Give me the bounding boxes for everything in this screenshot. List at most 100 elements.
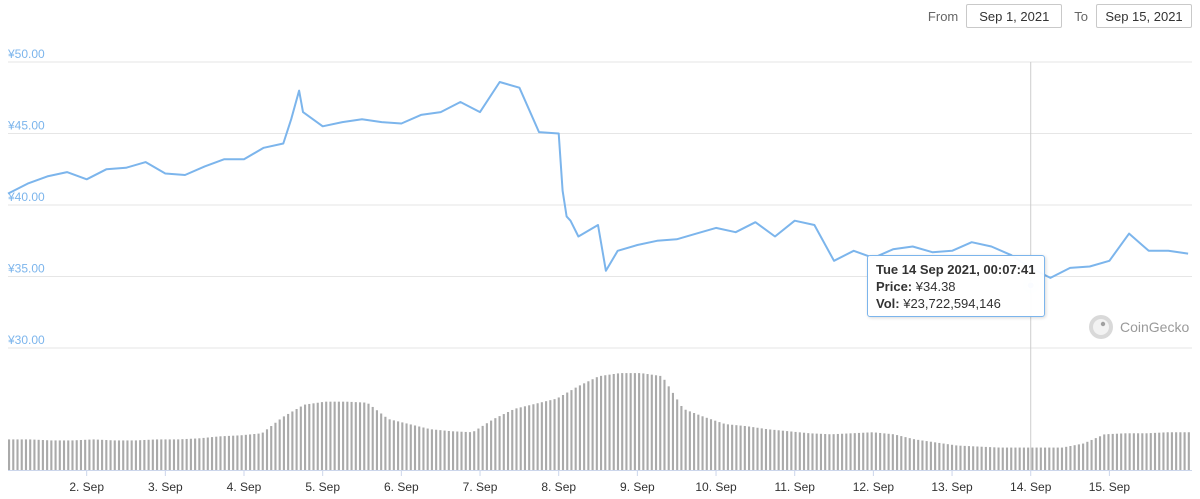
tooltip-vol-label: Vol: bbox=[876, 296, 900, 311]
volume-bar bbox=[181, 439, 184, 470]
tooltip-price-label: Price: bbox=[876, 279, 913, 294]
volume-bar bbox=[1027, 447, 1030, 470]
volume-bar bbox=[942, 443, 945, 470]
volume-bar bbox=[101, 439, 104, 470]
volume-bar bbox=[1141, 433, 1144, 470]
volume-bar bbox=[671, 392, 674, 470]
tooltip-vol-value: ¥23,722,594,146 bbox=[903, 296, 1001, 311]
volume-bar bbox=[287, 413, 290, 470]
volume-bar bbox=[8, 439, 11, 470]
tooltip-title: Tue 14 Sep 2021, 00:07:41 bbox=[876, 262, 1036, 277]
volume-bar bbox=[684, 409, 687, 470]
volume-bar bbox=[1065, 446, 1068, 470]
tooltip-vol-row: Vol: ¥23,722,594,146 bbox=[876, 295, 1036, 312]
volume-bar bbox=[917, 439, 920, 470]
volume-bar bbox=[938, 442, 941, 470]
volume-bar bbox=[468, 432, 472, 470]
volume-bar bbox=[219, 436, 222, 470]
from-date-input[interactable] bbox=[966, 4, 1063, 28]
volume-bar bbox=[769, 429, 772, 470]
watermark-text: CoinGecko bbox=[1120, 319, 1190, 335]
volume-bar bbox=[337, 401, 340, 470]
volume-bar bbox=[1179, 432, 1182, 470]
volume-bar bbox=[832, 434, 835, 470]
volume-bar bbox=[37, 439, 40, 470]
volume-bar bbox=[1048, 447, 1051, 470]
volume-bar bbox=[481, 425, 484, 470]
volume-bar bbox=[900, 436, 903, 470]
volume-bar bbox=[925, 441, 928, 470]
volume-bar bbox=[113, 440, 116, 470]
volume-bar bbox=[1128, 433, 1131, 470]
volume-bar bbox=[1039, 447, 1042, 470]
volume-bar bbox=[240, 435, 243, 470]
to-date-input[interactable] bbox=[1096, 4, 1192, 28]
volume-bar bbox=[697, 414, 700, 470]
volume-bar bbox=[752, 427, 755, 470]
volume-bar bbox=[79, 439, 82, 470]
volume-bar bbox=[693, 413, 696, 470]
volume-bar bbox=[464, 431, 467, 470]
x-tick-label: 8. Sep bbox=[541, 480, 576, 494]
y-tick-label: ¥50.00 bbox=[7, 47, 45, 61]
volume-bar bbox=[946, 444, 949, 470]
volume-bar bbox=[874, 432, 877, 470]
volume-bar bbox=[1077, 444, 1080, 470]
volume-bar bbox=[422, 427, 425, 470]
volume-bar bbox=[853, 433, 856, 470]
volume-bar bbox=[1086, 441, 1089, 470]
volume-bar bbox=[667, 386, 670, 470]
volume-bar bbox=[989, 447, 992, 470]
volume-bar bbox=[574, 387, 577, 470]
volume-bar bbox=[836, 433, 839, 470]
volume-bar bbox=[168, 439, 171, 470]
volume-bar bbox=[764, 428, 768, 470]
volume-bar bbox=[109, 440, 112, 470]
volume-bar bbox=[439, 430, 442, 470]
volume-bar bbox=[29, 439, 32, 470]
volume-bar bbox=[735, 425, 738, 470]
volume-bar bbox=[1090, 439, 1093, 470]
volume-bar bbox=[33, 439, 36, 470]
volume-bar bbox=[891, 434, 894, 470]
volume-bar bbox=[477, 428, 480, 470]
volume-bar bbox=[375, 410, 378, 470]
volume-bar bbox=[714, 420, 717, 470]
volume-bar bbox=[578, 385, 581, 470]
volume-bar bbox=[20, 439, 23, 470]
volume-bar bbox=[777, 430, 780, 470]
volume-bar bbox=[841, 433, 844, 470]
volume-bar bbox=[600, 375, 603, 470]
volume-bar bbox=[401, 422, 404, 470]
volume-bar bbox=[650, 374, 653, 470]
x-tick-label: 9. Sep bbox=[620, 480, 655, 494]
volume-bar bbox=[84, 439, 87, 470]
volume-bar bbox=[557, 397, 560, 470]
volume-bar bbox=[160, 439, 163, 470]
volume-bar bbox=[249, 434, 252, 470]
volume-bar bbox=[1044, 447, 1047, 470]
x-tick-label: 2. Sep bbox=[69, 480, 104, 494]
volume-bar bbox=[532, 404, 535, 470]
volume-bar bbox=[88, 439, 91, 470]
volume-bar bbox=[993, 447, 996, 470]
volume-bar bbox=[1137, 433, 1140, 470]
volume-bar bbox=[194, 438, 197, 470]
volume-bar bbox=[130, 440, 133, 470]
volume-bar bbox=[612, 374, 615, 470]
volume-bar bbox=[426, 428, 429, 470]
gecko-logo-icon bbox=[1089, 315, 1113, 339]
volume-bar bbox=[62, 440, 66, 470]
volume-bar bbox=[494, 418, 497, 470]
x-tick-label: 15. Sep bbox=[1089, 480, 1131, 494]
volume-bar bbox=[722, 423, 725, 470]
volume-bar bbox=[807, 433, 810, 470]
volume-bar bbox=[325, 401, 328, 470]
chart-tooltip: Tue 14 Sep 2021, 00:07:41 Price: ¥34.38 … bbox=[867, 255, 1045, 317]
volume-bar bbox=[870, 432, 873, 470]
volume-bar bbox=[16, 439, 19, 470]
volume-bar bbox=[41, 440, 44, 470]
volume-bar bbox=[731, 424, 734, 470]
volume-bar bbox=[1145, 433, 1148, 470]
